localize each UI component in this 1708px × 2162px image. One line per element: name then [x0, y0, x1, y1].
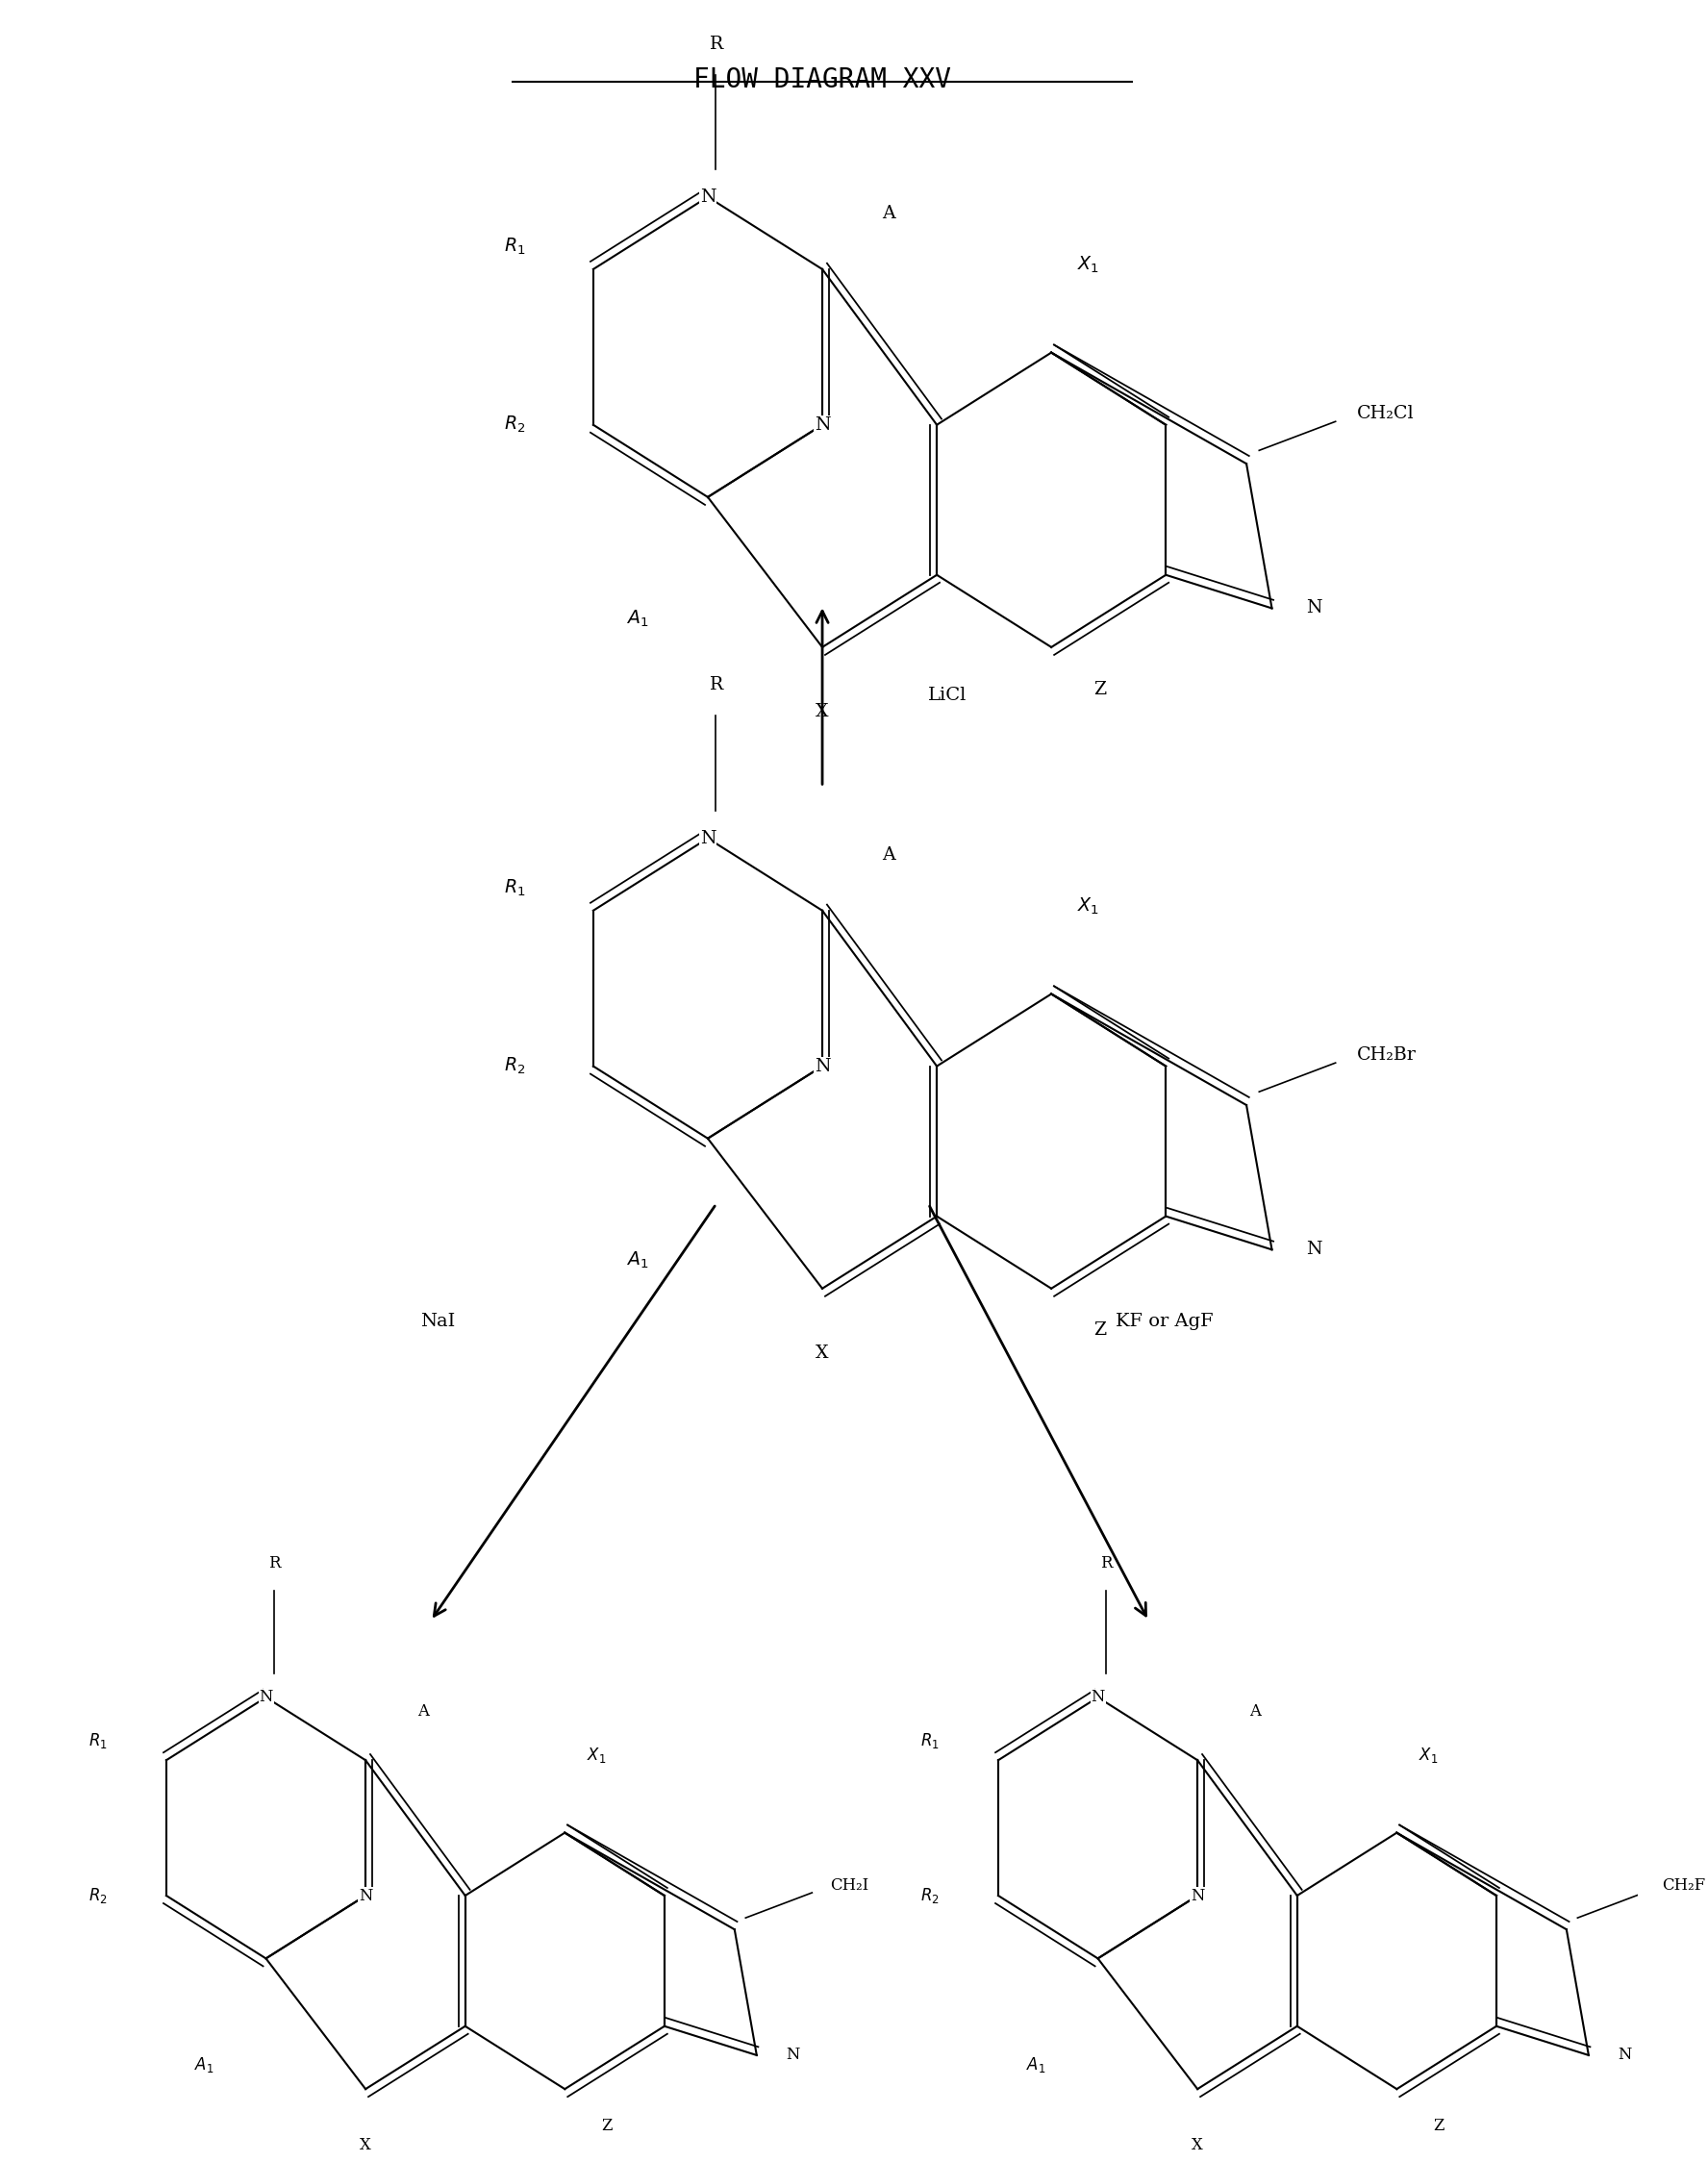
Text: $X_1$: $X_1$	[1419, 1745, 1438, 1764]
Text: LiCl: LiCl	[929, 685, 967, 703]
Text: N: N	[1307, 1241, 1322, 1258]
Text: X: X	[1192, 2138, 1202, 2153]
Text: R: R	[709, 677, 722, 694]
Text: Z: Z	[1093, 681, 1107, 698]
Text: R: R	[268, 1554, 280, 1572]
Text: N: N	[815, 415, 830, 435]
Text: $A_1$: $A_1$	[1027, 2056, 1047, 2073]
Text: A: A	[417, 1704, 429, 1721]
Text: N: N	[786, 2047, 799, 2063]
Text: X: X	[816, 1345, 828, 1362]
Text: NaI: NaI	[420, 1312, 456, 1330]
Text: $R_1$: $R_1$	[504, 878, 526, 899]
Text: N: N	[815, 1057, 830, 1075]
Text: $R_1$: $R_1$	[89, 1732, 108, 1751]
Text: N: N	[1307, 599, 1322, 616]
Text: $X_1$: $X_1$	[588, 1745, 606, 1764]
Text: A: A	[881, 205, 895, 223]
Text: CH₂Br: CH₂Br	[1356, 1046, 1416, 1064]
Text: N: N	[700, 188, 716, 205]
Text: X: X	[816, 703, 828, 720]
Text: N: N	[260, 1689, 273, 1706]
Text: X: X	[360, 2138, 371, 2153]
Text: N: N	[1617, 2047, 1631, 2063]
Text: Z: Z	[1093, 1321, 1107, 1338]
Text: CH₂I: CH₂I	[830, 1879, 869, 1894]
Text: R: R	[1100, 1554, 1112, 1572]
Text: N: N	[1190, 1887, 1204, 1905]
Text: $R_2$: $R_2$	[89, 1885, 108, 1905]
Text: $R_1$: $R_1$	[504, 236, 526, 257]
Text: FLOW DIAGRAM XXV: FLOW DIAGRAM XXV	[693, 67, 951, 93]
Text: $X_1$: $X_1$	[1076, 895, 1098, 917]
Text: $R_2$: $R_2$	[504, 415, 526, 435]
Text: $A_1$: $A_1$	[627, 1250, 649, 1269]
Text: CH₂Cl: CH₂Cl	[1356, 404, 1414, 422]
Text: N: N	[700, 830, 716, 848]
Text: N: N	[1091, 1689, 1105, 1706]
Text: Z: Z	[601, 2119, 613, 2134]
Text: $X_1$: $X_1$	[1076, 255, 1098, 275]
Text: Z: Z	[1433, 2119, 1445, 2134]
Text: $A_1$: $A_1$	[195, 2056, 214, 2073]
Text: A: A	[1249, 1704, 1261, 1721]
Text: CH₂F: CH₂F	[1662, 1879, 1706, 1894]
Text: N: N	[359, 1887, 372, 1905]
Text: $R_2$: $R_2$	[921, 1885, 939, 1905]
Text: A: A	[881, 845, 895, 863]
Text: $A_1$: $A_1$	[627, 608, 649, 629]
Text: KF or AgF: KF or AgF	[1115, 1312, 1214, 1330]
Text: R: R	[709, 35, 722, 52]
Text: $R_1$: $R_1$	[921, 1732, 939, 1751]
Text: $R_2$: $R_2$	[504, 1055, 526, 1077]
